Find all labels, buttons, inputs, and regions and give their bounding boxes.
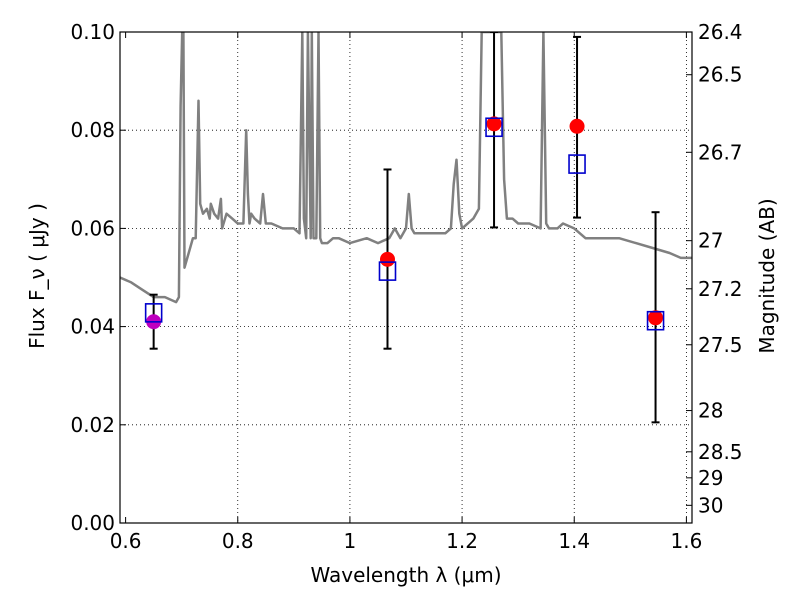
y-tick-label: 0.02 [70, 413, 115, 437]
x-axis-label: Wavelength λ (μm) [310, 563, 501, 587]
model-point [144, 303, 163, 323]
model-point [378, 261, 397, 281]
y-tick-label: 0.00 [70, 511, 115, 535]
right-tick-label: 30 [698, 493, 723, 517]
right-tick-label: 27.5 [698, 333, 743, 357]
axes-frame [119, 31, 693, 524]
y-tick-label: 0.08 [70, 118, 115, 142]
x-tick-label: 1 [344, 529, 357, 553]
y-axis-label: Flux F_ν ( μJy ) [25, 203, 49, 349]
right-tick-label: 29 [698, 466, 723, 490]
flux-point [486, 116, 502, 132]
model-point [568, 154, 586, 174]
right-tick-label: 27.2 [698, 277, 743, 301]
right-axis-label: Magnitude (AB) [755, 198, 779, 353]
x-tick-label: 1.4 [558, 529, 590, 553]
model-point [485, 117, 503, 138]
y-tick-label: 0.06 [70, 216, 115, 240]
right-tick-label: 28 [698, 399, 723, 423]
right-tick-label: 26.5 [698, 63, 743, 87]
right-tick-label: 26.7 [698, 140, 743, 164]
flux-point [569, 118, 585, 134]
grid [120, 32, 692, 523]
y-tick-label: 0.04 [70, 315, 115, 339]
y-tick-label: 0.10 [70, 20, 115, 44]
plot-area [120, 32, 692, 424]
flux-point [648, 310, 664, 326]
axes: 0.6 0.8 1 1.2 1.4 1.6 0.00 0.02 0.04 0.06 0.08 0.10… [70, 20, 742, 553]
x-tick-label: 0.6 [110, 529, 142, 553]
right-tick-label: 27 [698, 229, 723, 253]
x-tick-label: 1.2 [446, 529, 478, 553]
x-tick-label: 0.8 [222, 529, 254, 553]
x-tick-label: 1.6 [670, 529, 702, 553]
model-point [646, 310, 665, 331]
spectrum-line [120, 32, 692, 304]
flux-point [379, 251, 395, 267]
right-tick-label: 28.5 [698, 440, 743, 464]
right-tick-label: 26.4 [698, 20, 743, 44]
